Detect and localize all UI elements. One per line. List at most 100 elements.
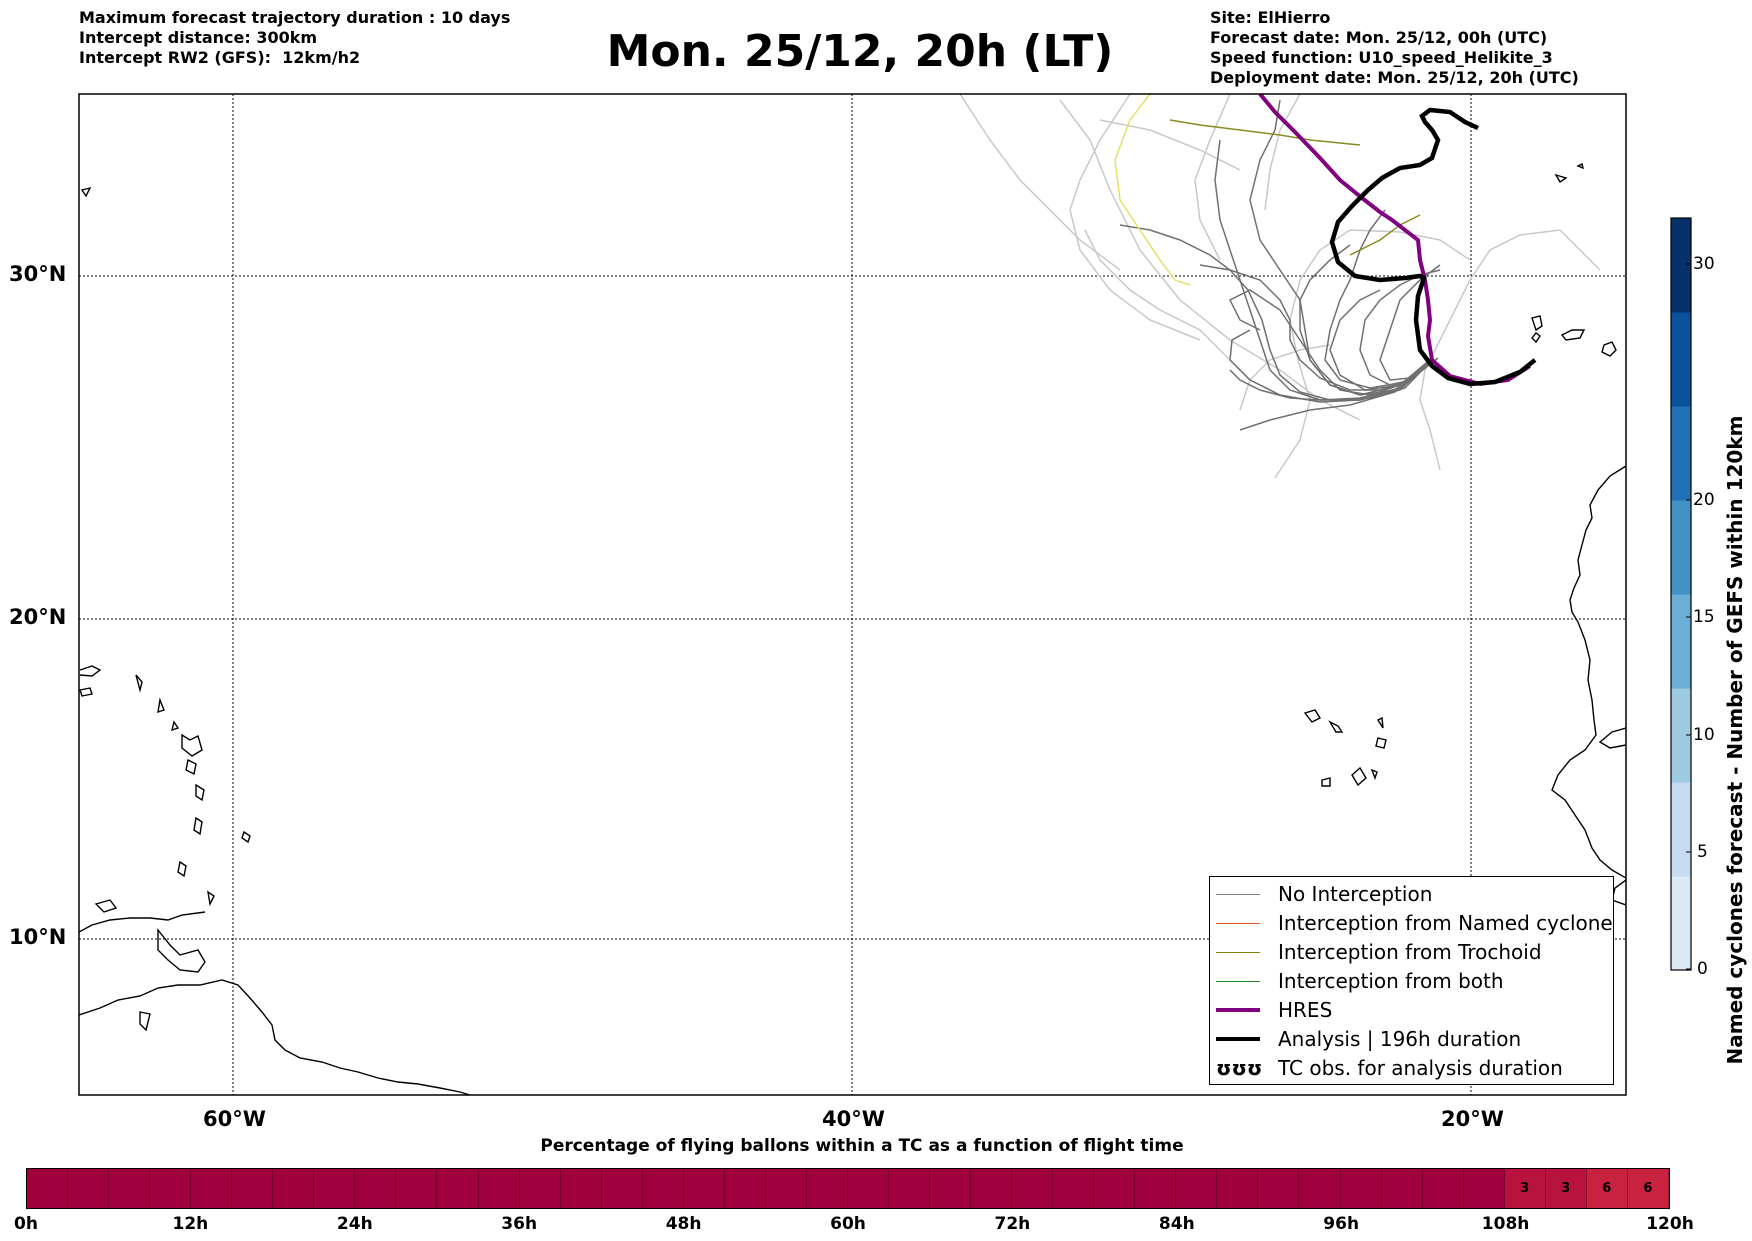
time-bar-bin [683, 1169, 725, 1208]
legend-swatch [1216, 1008, 1260, 1012]
time-bar-bin [1135, 1169, 1177, 1208]
colorbar-cell [1671, 876, 1691, 971]
time-tick-label: 96h [1323, 1214, 1360, 1234]
time-bar-bin [273, 1169, 315, 1208]
legend-item-tc-obs: ʊʊʊ TC obs. for analysis duration [1216, 1054, 1563, 1082]
lon-label-20w: 20°W [1441, 1107, 1504, 1131]
legend-item-both: Interception from both [1216, 967, 1504, 995]
time-bar-bin [27, 1169, 69, 1208]
legend-swatch [1216, 922, 1260, 924]
legend-item-trochoid: Interception from Trochoid [1216, 938, 1542, 966]
colorbar-cell [1671, 594, 1691, 689]
time-bar-bin [1381, 1169, 1423, 1208]
colorbar-cell [1671, 782, 1691, 877]
time-bar-bin [1299, 1169, 1341, 1208]
colorbar-tick-0: 0 [1697, 959, 1708, 979]
colorbar-title: Named cyclones forecast - Number of GEFS… [1723, 415, 1747, 1065]
time-bar-bin: 3 [1504, 1169, 1546, 1208]
coastlines [79, 162, 1626, 1095]
lat-label-10n: 10°N [9, 925, 67, 949]
legend-label: Interception from Named cyclone [1278, 911, 1613, 935]
time-tick-label: 24h [336, 1214, 373, 1234]
time-bar-bin [847, 1169, 889, 1208]
map-frame [78, 93, 1627, 1096]
legend-swatch [1216, 980, 1260, 982]
time-bar-bin [1053, 1169, 1095, 1208]
site-info: Site: ElHierro [1210, 8, 1331, 27]
legend-label: Analysis | 196h duration [1278, 1027, 1522, 1051]
map-legend: No Interception Interception from Named … [1209, 876, 1614, 1085]
colorbar-tick-30: 30 [1693, 254, 1715, 274]
time-bar-bin [1217, 1169, 1259, 1208]
ensemble-trajectories [959, 94, 1601, 479]
time-bar-caption: Percentage of flying ballons within a TC… [540, 1136, 1184, 1156]
trajectory-duration-info: Maximum forecast trajectory duration : 1… [79, 8, 511, 27]
time-bar-bin [314, 1169, 356, 1208]
lon-label-60w: 60°W [203, 1107, 266, 1131]
colorbar-cell [1671, 218, 1691, 313]
time-bar-bin: 6 [1627, 1169, 1669, 1208]
time-bar-bin [1012, 1169, 1054, 1208]
time-tick-label: 84h [1158, 1214, 1195, 1234]
time-bar-bin [1463, 1169, 1505, 1208]
time-tick-label: 12h [172, 1214, 209, 1234]
legend-label: Interception from both [1278, 969, 1504, 993]
time-bar-bin [437, 1169, 479, 1208]
time-bar-bin [355, 1169, 397, 1208]
time-bar-bin [478, 1169, 520, 1208]
colorbar-tick-10: 10 [1693, 725, 1715, 745]
legend-item-named-cyclone: Interception from Named cyclone [1216, 909, 1613, 937]
time-tick-label: 0h [14, 1214, 38, 1234]
intercept-rw2-info: Intercept RW2 (GFS): 12km/h2 [79, 48, 361, 67]
time-bar-bin [1094, 1169, 1136, 1208]
time-bar-bin [888, 1169, 931, 1208]
time-bar-bin [642, 1169, 684, 1208]
time-bar-bin [765, 1169, 807, 1208]
time-bar-bin [232, 1169, 274, 1208]
colorbar-cell [1671, 312, 1691, 407]
time-tick-label: 120h [1646, 1214, 1694, 1234]
legend-label: HRES [1278, 998, 1333, 1022]
legend-swatch [1216, 951, 1260, 953]
time-bar-bin [68, 1169, 110, 1208]
time-bar-bin: 6 [1586, 1169, 1628, 1208]
colorbar-tick-20: 20 [1693, 490, 1715, 510]
legend-label: Interception from Trochoid [1278, 940, 1542, 964]
time-bar-bin [519, 1169, 561, 1208]
lon-label-40w: 40°W [822, 1107, 885, 1131]
legend-swatch [1216, 1037, 1260, 1041]
time-bar-bin [1258, 1169, 1300, 1208]
tc-symbol-icon: ʊʊʊ [1216, 1056, 1263, 1080]
legend-label: TC obs. for analysis duration [1278, 1056, 1563, 1080]
time-bar-bin [560, 1169, 602, 1208]
colorbar-tick-5: 5 [1697, 842, 1708, 862]
time-bar-bin: 3 [1545, 1169, 1587, 1208]
hres-trajectory [1258, 94, 1532, 387]
time-bar-bin [724, 1169, 766, 1208]
time-bar-bin [150, 1169, 192, 1208]
time-bar-bin [930, 1169, 972, 1208]
time-tick-label: 108h [1481, 1214, 1530, 1234]
colorbar-cell [1671, 406, 1691, 501]
time-bar-bin [191, 1169, 233, 1208]
colorbar [1670, 217, 1692, 971]
legend-item-hres: HRES [1216, 996, 1332, 1024]
time-bar-bin [1340, 1169, 1382, 1208]
time-bar-bin [1422, 1169, 1464, 1208]
intercept-distance-info: Intercept distance: 300km [79, 28, 318, 47]
lat-label-20n: 20°N [9, 605, 67, 629]
colorbar-cell [1671, 500, 1691, 595]
lat-label-30n: 30°N [9, 262, 67, 286]
deployment-date-info: Deployment date: Mon. 25/12, 20h (UTC) [1210, 68, 1579, 87]
legend-item-no-interception: No Interception [1216, 880, 1432, 908]
time-bar-bin [971, 1169, 1013, 1208]
time-tick-label: 36h [501, 1214, 538, 1234]
forecast-date-info: Forecast date: Mon. 25/12, 00h (UTC) [1210, 28, 1548, 47]
colorbar-tick-15: 15 [1693, 607, 1715, 627]
colorbar-cell [1671, 688, 1691, 783]
speed-function-info: Speed function: U10_speed_Helikite_3 [1210, 48, 1553, 67]
time-tick-label: 60h [830, 1214, 866, 1234]
page-title: Mon. 25/12, 20h (LT) [606, 26, 1114, 77]
legend-swatch [1216, 893, 1260, 895]
